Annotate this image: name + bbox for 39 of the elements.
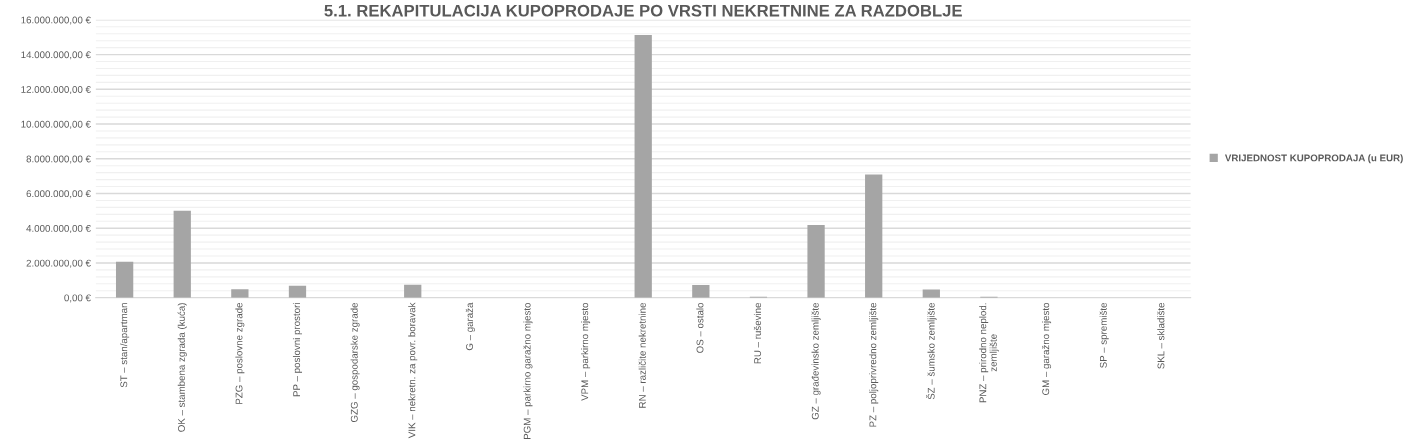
x-tick-label: RU – ruševine <box>753 302 762 364</box>
x-tick-label: GZG – gospodarske zgrade <box>350 302 360 423</box>
bar <box>115 261 134 298</box>
x-tick-label: PGM – parkirno garažno mjesto <box>523 302 533 439</box>
x-tick-label: G – garaža <box>465 302 475 351</box>
x-tick-label: PP – poslovni prostori <box>292 303 303 397</box>
legend-label: VRIJEDNOST KUPOPRODAJA (u EUR) <box>1224 154 1403 164</box>
x-tick-label: RN – različite nekretnine <box>638 302 646 408</box>
x-tick-label: GZ – građevinsko zemljište <box>811 302 821 420</box>
x-tick-label: PZ – poljoprivredno zemljište <box>869 302 879 427</box>
x-tick-label: SP – spremište <box>1099 302 1109 368</box>
x-tick-label: SKL – skladište <box>1157 302 1165 369</box>
bar <box>692 285 710 298</box>
x-tick-label: OK – stambena zgrada (kuća) <box>177 303 187 432</box>
bar <box>634 34 652 298</box>
x-tick-label: VPM – parkirno mjesto <box>581 302 591 401</box>
y-tick-label: 8.000.000,00 € <box>26 155 91 164</box>
y-tick-label: 10.000.000,00 € <box>21 120 91 129</box>
x-tick-label: ŠZ – šumsko zemljište <box>926 302 937 400</box>
y-tick-label: 4.000.000,00 € <box>26 224 91 233</box>
x-tick-label: VIK – nekretn. za povr. boravak <box>408 302 418 439</box>
x-tick-label: PZG – poslovne zgrade <box>235 302 245 404</box>
chart-title: 5.1. REKAPITULACIJA KUPOPRODAJE PO VRSTI NEKRETNINE ZA RAZDOBLJE <box>324 4 962 17</box>
bar <box>288 285 307 298</box>
y-tick-label: 2.000.000,00 € <box>26 259 91 268</box>
y-tick-label: 6.000.000,00 € <box>26 190 91 199</box>
x-tick-label: OS – ostalo <box>696 302 704 353</box>
y-tick-label: 14.000.000,00 € <box>21 51 91 60</box>
x-tick-label: ST – stan/apartman <box>120 303 130 388</box>
y-tick-label: 0,00 € <box>64 294 91 303</box>
bar <box>404 284 422 298</box>
bar <box>231 289 249 298</box>
bar <box>173 210 191 298</box>
x-tick-label: PNZ – prirodno neplod. zemljište <box>979 303 999 403</box>
y-tick-label: 12.000.000,00 € <box>21 86 91 95</box>
bar <box>807 224 825 298</box>
y-tick-label: 16.000.000,00 € <box>21 16 91 25</box>
bar <box>865 174 883 298</box>
x-tick-label: GM – garažno mjesto <box>1042 302 1052 395</box>
